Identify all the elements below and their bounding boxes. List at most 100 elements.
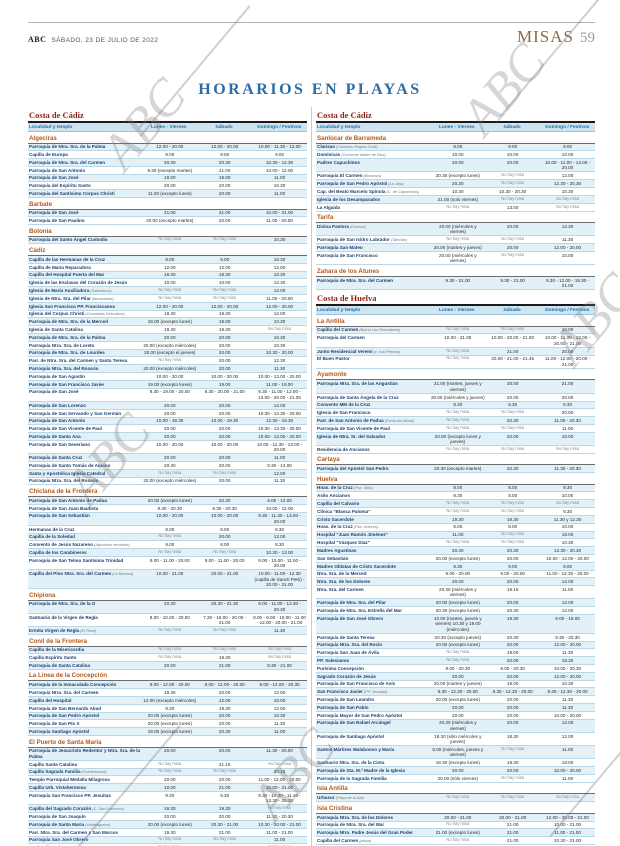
time-cell: No hay misa: [446, 355, 470, 361]
church-row: Parroquia de San Pedro Apóstol 20.00 (exc…: [28, 712, 307, 721]
time-cell: 8.00: [508, 524, 518, 530]
time-cell: 9.00 - 19.00: [555, 615, 580, 621]
time-cell: 9.30: [220, 792, 230, 798]
time-cell: 20.30: [218, 159, 231, 165]
time-cell: 20.00 (martes y jueves): [433, 245, 482, 251]
church-name: Parroquia de Santa Catalina: [29, 662, 91, 668]
church-name: Sagrado Corazón de Jesús: [317, 673, 376, 679]
time-cell: 10.00 - 12.00: [266, 505, 294, 511]
time-cell: 20.00: [164, 410, 176, 416]
time-cell: 20.30: [506, 547, 519, 553]
church-name: Hnas. de la Cruz (Pza. Dolores): [317, 524, 379, 530]
church-name: Parroquia Ntra. Sra. del Rocío: [317, 642, 383, 648]
time-cell: 8.00 (miércoles, jueves y viernes): [432, 746, 484, 758]
church-row: Parroquia de Ntra. Sra. del Carmen 20.30 2…: [28, 159, 307, 167]
time-cell: 10.30: [273, 319, 286, 325]
time-cell: 10.30: [561, 540, 574, 546]
time-cell: 10.30 - 20.30: [499, 188, 527, 194]
time-cell: 10.00 - 20.00 - 21.00: [491, 335, 534, 341]
church-name: Cristo Sacerdote: [317, 516, 354, 522]
time-cell: 9.30 - 20.00 - 21.00: [204, 389, 245, 395]
church-name: Parroquia de San Pedro Apóstol (La Jara): [317, 181, 404, 187]
time-cell: No hay misa: [158, 533, 182, 539]
church-row: Hermanas de la Cruz 8.00 8.00 8.30: [28, 526, 307, 534]
time-cell: 10.00 - 11.00 - 13.00 - 20.00: [544, 159, 591, 171]
time-cell: 20.30: [506, 607, 519, 613]
time-cell: 9.30 - 11.00 - 12.00 - 13.00 - 20.00 - 2…: [258, 389, 301, 400]
time-cell: 20.00: [561, 348, 574, 354]
church-name: Parroquia Mayor de San Pedro Apóstol: [317, 712, 403, 718]
time-cell: No hay misa: [213, 646, 237, 652]
time-cell: 9.30 - 12.30 - 20.00: [492, 689, 533, 695]
time-cell: 7.30 - 10.00 - 20.00 - 21.00: [203, 614, 247, 626]
church-row: Parroquia de San Francisco Javier 19.00 (…: [28, 380, 307, 389]
church-name: Parroquia de Ntra. Sra. del Carmen: [317, 277, 394, 283]
church-name: Parroquia del Espíritu Santo: [29, 183, 91, 189]
time-cell: No hay misa: [501, 794, 525, 800]
church-note: (Marianistas): [90, 296, 114, 301]
church-name: Templo Parroquial Medalla Milagrosa: [29, 777, 110, 783]
church-name: El Buen Pastor: [317, 356, 350, 362]
church-name: Parr. de Ntra. Sra. del Carmen y Santa T…: [29, 358, 128, 364]
church-row: Parroquia de Santa Catalina 20.00 21.00 9.3…: [28, 662, 307, 670]
time-cell: 11.30 - 20.00: [266, 748, 293, 754]
time-cell: No hay misa: [446, 416, 470, 422]
city-title: Chiclana de la Frontera: [28, 485, 307, 497]
time-cell: 11.00: [561, 586, 574, 592]
church-name: Santuario de la Virgen de Regla: [29, 614, 98, 620]
church-name: Parroquia de San Sebastián: [29, 513, 90, 519]
time-cell: 10.30 - 13.00: [266, 550, 294, 556]
church-row: Parroquia de Ntra. Sra. de la Palma 20.00…: [28, 334, 307, 342]
church-name: Parroquia de San Francisco: [317, 252, 378, 258]
church-row: Junto Residencial Veremi (c. Isla Piedra…: [316, 348, 595, 356]
time-cell: 19.30: [164, 327, 176, 333]
time-cell: 9.00: [563, 144, 573, 150]
time-cell: 18.00: [561, 760, 574, 766]
church-row: Santuario Ntra. Sra. de la Cinta 18.30 (e…: [316, 759, 595, 768]
church-row: Dominicas (Convento Madre de Dios) 10.00 1…: [316, 151, 595, 160]
church-name: Parroquia de Santa Ana: [29, 433, 81, 439]
time-cell: No hay misa: [556, 445, 579, 451]
time-cell: 9.00 - 20.00: [445, 571, 471, 577]
legend-weekdays: Lunes - Viernes: [438, 124, 475, 130]
time-cell: 20.00: [218, 455, 231, 461]
time-cell: 20.30 (excepto jueves): [434, 634, 482, 640]
church-note: (c. Isla Piedras): [372, 349, 401, 354]
time-cell: 20.00 - 21.00: [499, 814, 527, 820]
time-cell: 12.00: [561, 173, 574, 179]
time-cell: 20.30: [218, 729, 231, 735]
church-row: Parroquia de Santo Tomás de Aquino 20.30 2…: [28, 462, 307, 470]
church-name: Parroquia de San Leandro: [317, 697, 375, 702]
time-cell: 21.00 (excepto lunes): [435, 830, 480, 836]
church-row: Iglesia de Ntra. Sr. del Salvador 20.00 (…: [316, 432, 595, 447]
time-cell: 19.00 (excepto lunes): [147, 319, 192, 325]
time-cell: 9.30 - 12.30 - 20.00: [437, 689, 478, 695]
time-cell: 21.00: [561, 381, 574, 387]
church-name: Parroquia de San Pablo: [317, 704, 369, 710]
church-row: Parroquia de San Vicente de Paul 20.00 20.…: [28, 425, 307, 434]
church-name: Parroquia de San Lorenzo: [29, 402, 86, 408]
church-row: Capilla del Hospital 12.00 (excepto miérc…: [28, 697, 307, 705]
time-cell: 12.00 - 20.00: [156, 144, 184, 150]
time-cell: 10.00: [561, 524, 574, 530]
time-cell: 11.00 - 21.00: [554, 830, 581, 836]
church-row: Parroquia San José Obrero No hay misa No h…: [28, 837, 307, 845]
church-row: Parroquia de San José 19.00 19.00 11.00: [28, 174, 307, 183]
time-cell: 20.00: [164, 183, 176, 189]
time-cell: 12.00: [218, 697, 231, 703]
church-row: Capilla de la Misericordia No hay misa No …: [28, 646, 307, 655]
time-cell: 19.30: [164, 690, 176, 696]
city-title: Zahara de los Atunes: [316, 265, 595, 277]
legend-sunday: Domingo / Festivos: [545, 124, 590, 130]
church-name: Ntra. Sra. de la Merced: [317, 571, 367, 577]
church-row: Parroquia de Ntra. Sra. de la O 20.30 20.3…: [28, 600, 307, 614]
church-row: Parroquia de San Juan Bautista 9.30 - 20.…: [28, 505, 307, 513]
time-cell: 12.00: [218, 264, 231, 270]
church-row: Parroquia de San Lorenzo 20.00 20.00 12.00: [28, 401, 307, 410]
church-row: Parroquia San Juan de Ávila No hay misa 19…: [316, 649, 595, 658]
church-row: Padres Capuchinos 20.00 20.00 10.00 - 11.00…: [316, 159, 595, 173]
church-name: Parroquia Ntra. Sra. de las Angustias: [317, 381, 398, 387]
church-row: Parroquia de San Leandro 20.00 (excepto l…: [316, 696, 595, 704]
church-name: Parroquia de San Pío X: [29, 721, 80, 727]
time-cell: 20.00: [218, 358, 231, 364]
